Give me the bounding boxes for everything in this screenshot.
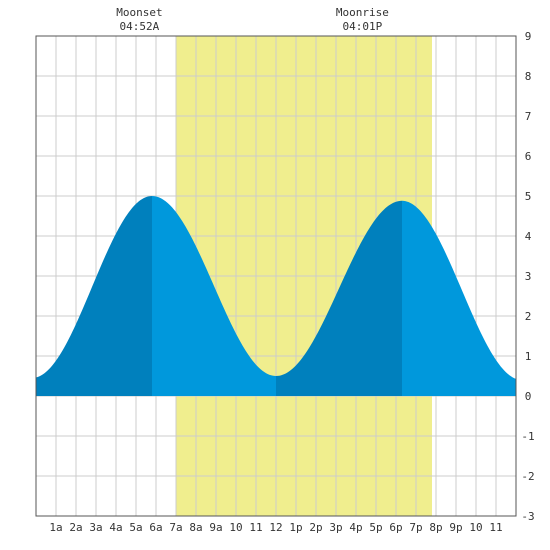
x-tick-label: 8p: [429, 521, 442, 534]
moon-event-label: Moonrise: [336, 6, 389, 19]
tide-area-rising: [276, 200, 402, 396]
x-tick-label: 4a: [109, 521, 122, 534]
y-tick-label: 6: [525, 150, 532, 163]
tide-area-falling: [402, 200, 516, 396]
y-tick-label: -3: [521, 510, 534, 523]
x-tick-label: 1a: [49, 521, 62, 534]
plot-frame: [35, 35, 517, 517]
y-tick-label: 0: [525, 390, 532, 403]
y-tick-label: 4: [525, 230, 532, 243]
x-tick-label: 5a: [129, 521, 142, 534]
moon-event-label: Moonset: [116, 6, 162, 19]
x-tick-label: 11: [489, 521, 502, 534]
y-tick-label: 9: [525, 30, 532, 43]
y-tick-label: 1: [525, 350, 532, 363]
x-tick-label: 6a: [149, 521, 162, 534]
y-tick-label: 2: [525, 310, 532, 323]
x-tick-label: 5p: [369, 521, 382, 534]
y-tick-label: 5: [525, 190, 532, 203]
y-tick-label: 8: [525, 70, 532, 83]
x-tick-label: 3a: [89, 521, 102, 534]
y-tick-label: 3: [525, 270, 532, 283]
tide-area-falling: [152, 196, 276, 396]
x-tick-label: 6p: [389, 521, 402, 534]
x-tick-label: 9p: [449, 521, 462, 534]
tide-area-layer: [36, 196, 516, 396]
x-tick-label: 7a: [169, 521, 182, 534]
y-tick-labels: -3 -2 -1 0 1 2 3 4 5 6 7 8 9: [521, 30, 534, 523]
x-tick-labels: 1a 2a 3a 4a 5a 6a 7a 8a 9a 10 11 12 1p 2p 3p 4p 5p 6p 7p 8p…: [49, 521, 502, 534]
x-tick-label: 7p: [409, 521, 422, 534]
x-tick-label: 12: [269, 521, 282, 534]
x-tick-label: 2a: [69, 521, 82, 534]
y-tick-label: 7: [525, 110, 532, 123]
x-tick-label: 4p: [349, 521, 362, 534]
x-tick-label: 10: [469, 521, 482, 534]
moon-event-time: 04:01P: [343, 20, 383, 33]
x-tick-label: 11: [249, 521, 262, 534]
y-tick-label: -1: [521, 430, 534, 443]
tide-area-rising: [36, 196, 152, 396]
x-tick-label: 3p: [329, 521, 342, 534]
x-tick-label: 1p: [289, 521, 302, 534]
y-tick-label: -2: [521, 470, 534, 483]
x-tick-label: 8a: [189, 521, 202, 534]
x-tick-label: 10: [229, 521, 242, 534]
x-tick-label: 2p: [309, 521, 322, 534]
x-tick-label: 9a: [209, 521, 222, 534]
moon-event-time: 04:52A: [120, 20, 160, 33]
